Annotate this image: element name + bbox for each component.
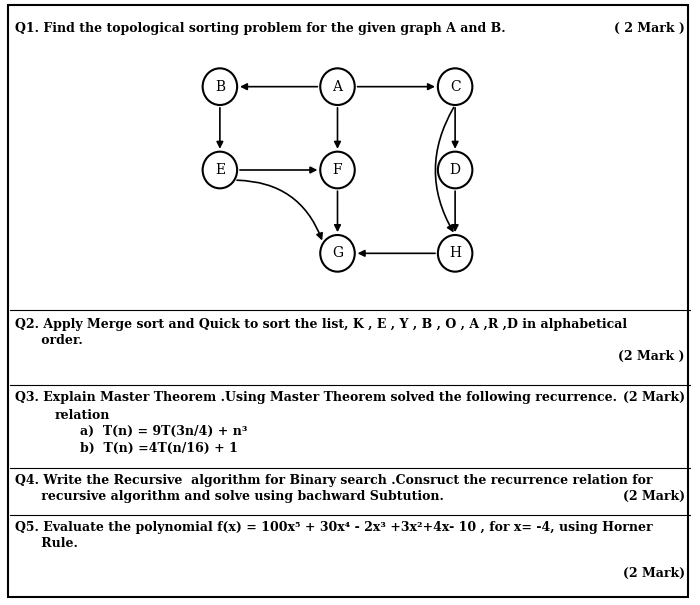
Text: recursive algorithm and solve using bachward Subtution.: recursive algorithm and solve using bach… — [15, 490, 444, 503]
Text: order.: order. — [15, 334, 83, 347]
Text: (2 Mark): (2 Mark) — [623, 490, 685, 503]
Circle shape — [321, 68, 355, 105]
Text: Q4. Write the Recursive  algorithm for Binary search .Consruct the recurrence re: Q4. Write the Recursive algorithm for Bi… — [15, 474, 652, 487]
Text: relation: relation — [55, 409, 111, 422]
Text: (2 Mark ): (2 Mark ) — [619, 350, 685, 363]
Text: Q3. Explain Master Theorem .Using Master Theorem solved the following recurrence: Q3. Explain Master Theorem .Using Master… — [15, 391, 617, 404]
Text: H: H — [449, 246, 461, 260]
Text: ( 2 Mark ): ( 2 Mark ) — [614, 22, 685, 35]
Text: G: G — [332, 246, 343, 260]
Text: D: D — [449, 163, 461, 177]
Text: (2 Mark): (2 Mark) — [623, 391, 685, 404]
Text: A: A — [332, 80, 342, 94]
Text: Rule.: Rule. — [15, 537, 78, 550]
Text: b)  T(n) =4T(n/16) + 1: b) T(n) =4T(n/16) + 1 — [80, 442, 238, 455]
Circle shape — [438, 68, 472, 105]
Text: Q5. Evaluate the polynomial f(x) = 100x⁵ + 30x⁴ - 2x³ +3x²+4x- 10 , for x= -4, u: Q5. Evaluate the polynomial f(x) = 100x⁵… — [15, 521, 652, 534]
Text: (2 Mark): (2 Mark) — [623, 567, 685, 580]
Text: Q1. Find the topological sorting problem for the given graph A and B.: Q1. Find the topological sorting problem… — [15, 22, 505, 35]
Circle shape — [438, 152, 472, 188]
Circle shape — [202, 68, 237, 105]
Text: E: E — [215, 163, 225, 177]
Text: F: F — [332, 163, 342, 177]
Text: a)  T(n) = 9T(3n/4) + n³: a) T(n) = 9T(3n/4) + n³ — [80, 425, 247, 438]
Circle shape — [321, 235, 355, 272]
Text: C: C — [450, 80, 461, 94]
Circle shape — [321, 152, 355, 188]
Circle shape — [438, 235, 472, 272]
Text: B: B — [215, 80, 225, 94]
Text: Q2. Apply Merge sort and Quick to sort the list, K , E , Y , B , O , A ,R ,D in : Q2. Apply Merge sort and Quick to sort t… — [15, 318, 627, 331]
Circle shape — [202, 152, 237, 188]
